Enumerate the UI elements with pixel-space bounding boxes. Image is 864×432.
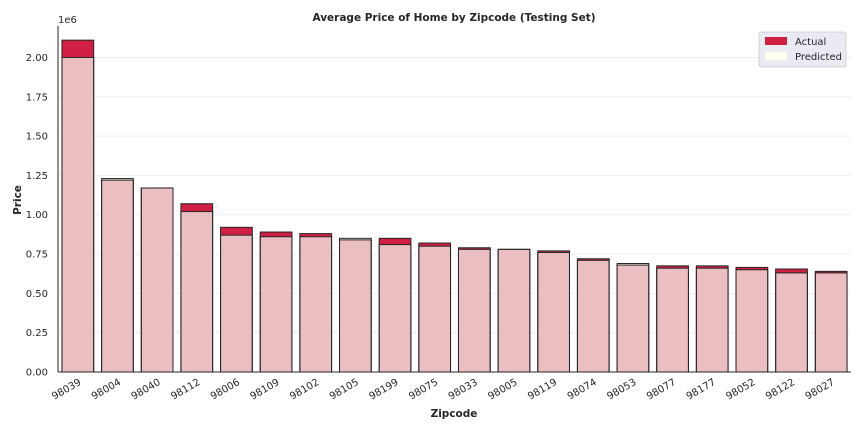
y-tick-label: 1.25 (26, 171, 48, 182)
bar-actual (537, 250, 570, 253)
legend: Actual Predicted (758, 31, 847, 68)
y-offset-label: 1e6 (58, 15, 77, 26)
bar-overlap (299, 236, 332, 372)
x-tick-label: 98004 (90, 377, 123, 402)
chart-title: Average Price of Home by Zipcode (Testin… (312, 12, 595, 24)
bar-overlap (775, 272, 808, 372)
legend-label-actual: Actual (795, 37, 826, 48)
bar-actual (696, 265, 729, 269)
bar-overlap (220, 235, 253, 372)
x-tick-label: 98040 (130, 377, 163, 402)
legend-label-predicted: Predicted (795, 52, 842, 63)
x-tick-label: 98039 (50, 377, 83, 402)
bar-actual (220, 227, 253, 236)
bar-overlap (141, 187, 173, 372)
bar-overlap (537, 252, 570, 372)
y-tick-label: 1.00 (26, 210, 48, 221)
y-tick-label: 0.00 (26, 368, 48, 379)
bar-actual (815, 271, 848, 273)
bar-overlap (180, 211, 213, 372)
bar-actual (418, 243, 451, 247)
bar-overlap (498, 249, 530, 372)
bar-predicted (617, 263, 649, 266)
x-tick-label: 98006 (209, 377, 242, 402)
bar-predicted (101, 178, 134, 181)
bar-overlap (260, 236, 292, 372)
bar-overlap (418, 246, 451, 372)
bar-overlap (815, 272, 848, 372)
x-tick-label: 98199 (367, 377, 400, 402)
bar-predicted (339, 238, 372, 240)
bar-actual (299, 233, 332, 237)
y-tick-labels: 0.00 0.25 0.50 0.75 1.00 1.25 1.50 1.75 2.00 (26, 53, 48, 379)
x-tick-label: 98052 (724, 377, 757, 402)
bar-actual (736, 267, 768, 270)
x-tick-label: 98053 (605, 377, 638, 402)
y-tick-label: 0.75 (26, 250, 48, 261)
y-axis-label: Price (12, 185, 24, 215)
bar-actual (775, 268, 808, 273)
bar-actual (656, 265, 689, 269)
x-tick-label: 98005 (486, 377, 519, 402)
x-tick-label: 98075 (407, 377, 440, 402)
bar-actual (458, 247, 491, 250)
legend-swatch-actual (765, 37, 787, 45)
bar-overlap (61, 57, 94, 373)
bar-overlap (379, 244, 411, 372)
grid-lines (58, 57, 851, 373)
y-tick-label: 2.00 (26, 53, 48, 64)
bar-overlap (736, 269, 768, 372)
y-tick-label: 0.25 (26, 328, 48, 339)
x-tick-label: 98027 (804, 377, 837, 402)
x-axis-label: Zipcode (431, 408, 478, 420)
bar-actual (577, 258, 610, 261)
x-tick-label: 98102 (288, 377, 321, 402)
bar-actual (260, 232, 292, 237)
bar-actual (61, 40, 94, 58)
bar-overlap (339, 239, 372, 372)
bar-overlap (101, 180, 134, 372)
x-tick-label: 98074 (566, 377, 599, 402)
x-tick-label: 98112 (169, 377, 202, 402)
bar-overlap (617, 265, 649, 372)
x-tick-label: 98077 (645, 377, 678, 402)
x-tick-label: 98119 (526, 377, 559, 402)
bar-overlap (696, 268, 729, 372)
x-tick-label: 98177 (685, 377, 718, 402)
bars-group (61, 39, 848, 373)
bar-overlap (577, 260, 610, 372)
bar-overlap (656, 268, 689, 372)
x-tick-labels: 98039 98004 98040 98112 98006 98109 98102 98105… (50, 377, 836, 402)
bar-actual (180, 203, 213, 212)
y-tick-label: 1.50 (26, 132, 48, 143)
y-tick-label: 0.50 (26, 289, 48, 300)
bar-overlap (458, 249, 491, 372)
y-tick-label: 1.75 (26, 92, 48, 103)
x-tick-label: 98122 (764, 377, 797, 402)
x-tick-label: 98109 (249, 377, 282, 402)
legend-swatch-predicted (765, 52, 787, 60)
x-tick-label: 98105 (328, 377, 361, 402)
x-tick-label: 98033 (447, 377, 480, 402)
bar-actual (379, 238, 411, 245)
